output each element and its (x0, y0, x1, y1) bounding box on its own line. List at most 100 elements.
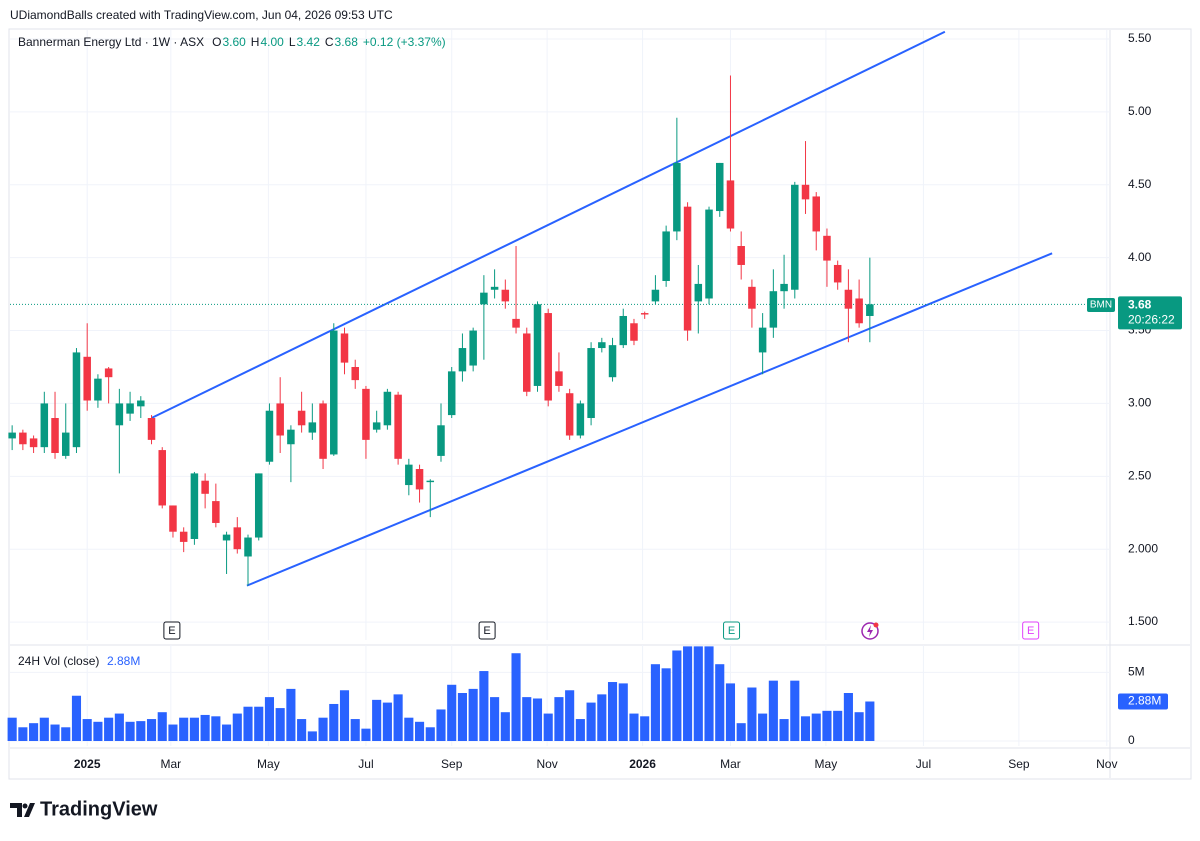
volume-bar (522, 697, 532, 741)
candle-body (190, 473, 199, 539)
candle-body (137, 400, 145, 407)
volume-legend-value: 2.88M (107, 654, 140, 668)
event-label: E (168, 625, 175, 637)
volume-tag (1118, 693, 1168, 710)
y-tick-label: 2.000 (1128, 541, 1158, 555)
x-tick-label: Jul (358, 757, 373, 771)
ohlc-c-label: C (325, 35, 334, 49)
volume-bar (511, 653, 521, 741)
candle-body (330, 330, 338, 455)
x-tick-label: Sep (1008, 757, 1030, 771)
candle-body (501, 289, 510, 302)
candle-body (780, 283, 788, 292)
candle-body (340, 333, 349, 363)
candle-body (233, 527, 242, 550)
candle-body (608, 345, 617, 378)
volume-bar (50, 724, 60, 741)
candle-body (651, 289, 660, 302)
volume-bar (82, 719, 92, 741)
volume-bar (361, 728, 371, 741)
candle-body (254, 473, 263, 538)
event-marker (163, 621, 181, 640)
volume-bar (683, 646, 693, 741)
volume-bar (307, 731, 317, 741)
x-tick-label: Nov (536, 757, 557, 771)
volume-bar (490, 697, 500, 741)
candle-body (587, 348, 595, 419)
candle-body (179, 531, 188, 542)
volume-bar (575, 719, 585, 741)
volume-bar (436, 709, 446, 741)
candle-body (297, 410, 306, 426)
candle-body (415, 469, 424, 490)
volume-bar (146, 719, 157, 741)
volume-tick-label: 0 (1128, 733, 1135, 747)
candle-body (619, 315, 628, 346)
x-tick-label: Mar (160, 757, 181, 771)
logo-dot (22, 803, 28, 809)
volume-bar (104, 717, 114, 741)
volume-bar (71, 695, 82, 741)
volume-bar (29, 723, 39, 741)
ohlc-l: 3.42 (297, 35, 321, 49)
candle-body (823, 235, 831, 261)
volume-bar (672, 650, 682, 741)
y-tick-label: 2.50 (1128, 468, 1152, 482)
x-tick-label: Sep (441, 757, 463, 771)
candle-body (705, 209, 713, 299)
candle-body (308, 422, 317, 433)
volume-bar (447, 684, 457, 741)
candle-body (126, 403, 134, 414)
candle-body (791, 184, 799, 290)
volume-tag-label: 2.88M (1128, 694, 1161, 708)
candle-body (565, 393, 574, 436)
volume-bar (790, 680, 800, 741)
x-tick-label: 2025 (74, 757, 101, 771)
volume-bar (768, 680, 778, 741)
volume-bar (7, 717, 17, 741)
candle-body (758, 327, 767, 353)
candle-body (833, 264, 842, 283)
logo-icon (10, 803, 35, 817)
volume-bar (704, 646, 714, 741)
volume-bar (865, 701, 875, 741)
volume-bar (565, 690, 575, 741)
volume-bar (404, 717, 414, 741)
event-label: E (1027, 625, 1034, 637)
alert-bolt (867, 625, 873, 637)
ohlc-l-label: L (289, 35, 296, 49)
volume-bar (372, 699, 382, 741)
x-tick-label: May (815, 757, 838, 771)
volume-bar (93, 721, 103, 741)
candle-body (437, 425, 445, 456)
ohlc-change: +0.12 (+3.37%) (363, 35, 446, 49)
y-tick-label: 1.500 (1128, 614, 1158, 628)
candle-body (405, 464, 413, 486)
x-tick-label: May (257, 757, 280, 771)
volume-bar (254, 706, 264, 741)
candle-body (512, 318, 520, 328)
candle-body (844, 289, 853, 309)
candle-body (640, 313, 649, 315)
candle-body (544, 313, 552, 401)
alert-dot (873, 622, 879, 628)
volume-bar (468, 688, 478, 741)
y-tick-label: 4.00 (1128, 250, 1152, 264)
volume-bar (136, 721, 146, 741)
volume-bar (114, 713, 124, 741)
candle-body (458, 348, 467, 372)
volume-bar (189, 717, 199, 741)
y-tick-label: 4.50 (1128, 177, 1152, 191)
volume-bar (232, 713, 242, 741)
volume-bar (725, 683, 736, 741)
candle-body (265, 410, 274, 462)
candle-body (533, 304, 542, 386)
volume-bar (393, 694, 403, 741)
event-marker (478, 621, 496, 640)
volume-bar (661, 668, 671, 741)
ohlc-o: 3.60 (222, 35, 246, 49)
candle-body (662, 231, 670, 281)
candle-body (469, 330, 477, 366)
volume-bar (822, 710, 832, 741)
volume-bar (200, 714, 210, 741)
